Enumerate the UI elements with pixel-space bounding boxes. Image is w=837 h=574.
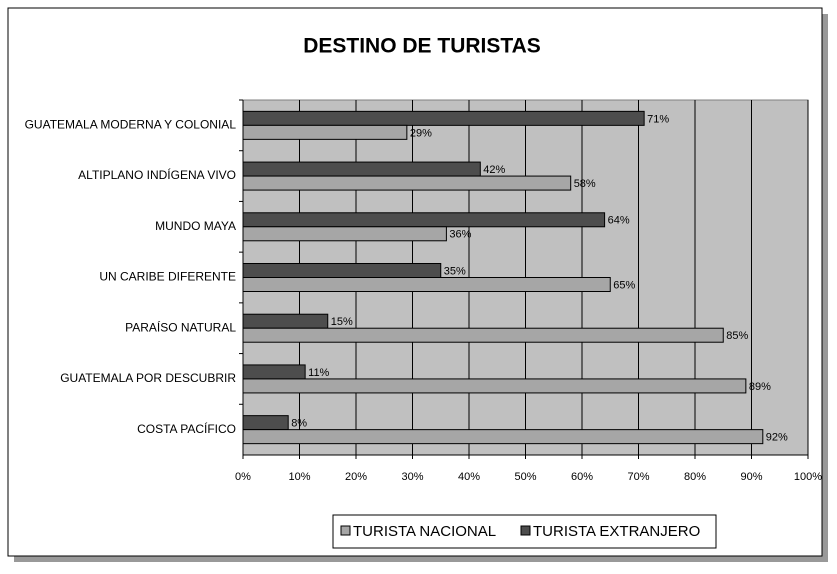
data-label: 92% xyxy=(766,432,788,444)
y-tick-label: GUATEMALA POR DESCUBRIR xyxy=(60,371,236,385)
bar xyxy=(242,175,572,191)
data-label: 64% xyxy=(608,215,630,227)
data-label: 35% xyxy=(444,265,466,277)
data-label: 65% xyxy=(613,279,635,291)
bar xyxy=(242,263,442,278)
legend-label: TURISTA NACIONAL xyxy=(353,523,496,540)
x-tick-label: 70% xyxy=(627,471,649,483)
y-tick-label: MUNDO MAYA xyxy=(155,219,236,233)
data-label: 58% xyxy=(574,178,596,190)
data-label: 29% xyxy=(410,127,432,139)
x-tick-label: 0% xyxy=(235,471,251,483)
chart-title: DESTINO DE TURISTAS xyxy=(303,35,541,58)
bar xyxy=(242,415,289,431)
data-label: 11% xyxy=(308,367,329,379)
bar xyxy=(242,226,447,242)
bar xyxy=(242,378,747,394)
y-tick-label: UN CARIBE DIFERENTE xyxy=(99,270,236,284)
x-tick-label: 30% xyxy=(401,471,423,483)
legend-swatch xyxy=(340,525,351,536)
x-tick-label: 20% xyxy=(345,471,367,483)
x-tick-label: 10% xyxy=(288,471,310,483)
x-tick-label: 90% xyxy=(740,471,762,483)
x-tick-label: 100% xyxy=(794,471,822,483)
bar xyxy=(242,327,724,343)
bar xyxy=(242,277,611,292)
bar xyxy=(242,212,606,228)
bar xyxy=(242,124,408,140)
data-label: 85% xyxy=(726,330,748,342)
data-label: 15% xyxy=(331,316,353,328)
y-tick-label: PARAÍSO NATURAL xyxy=(125,319,236,334)
x-tick-label: 40% xyxy=(458,471,480,483)
bar xyxy=(242,161,481,177)
legend-label: TURISTA EXTRANJERO xyxy=(533,523,700,540)
legend-swatch xyxy=(520,525,531,536)
bar xyxy=(242,313,329,329)
data-label: 42% xyxy=(483,164,505,176)
bar xyxy=(242,429,764,445)
y-tick-label: GUATEMALA MODERNA Y COLONIAL xyxy=(25,118,237,132)
data-label: 89% xyxy=(749,381,771,393)
x-tick-label: 80% xyxy=(684,471,706,483)
bar xyxy=(242,110,645,126)
x-tick-label: 60% xyxy=(571,471,593,483)
bar xyxy=(242,364,306,380)
y-tick-label: COSTA PACÍFICO xyxy=(137,421,236,436)
data-label: 8% xyxy=(291,418,307,430)
y-tick-label: ALTIPLANO INDÍGENA VIVO xyxy=(78,167,236,182)
data-label: 71% xyxy=(647,113,669,125)
data-label: 36% xyxy=(449,229,471,241)
x-tick-label: 50% xyxy=(514,471,536,483)
